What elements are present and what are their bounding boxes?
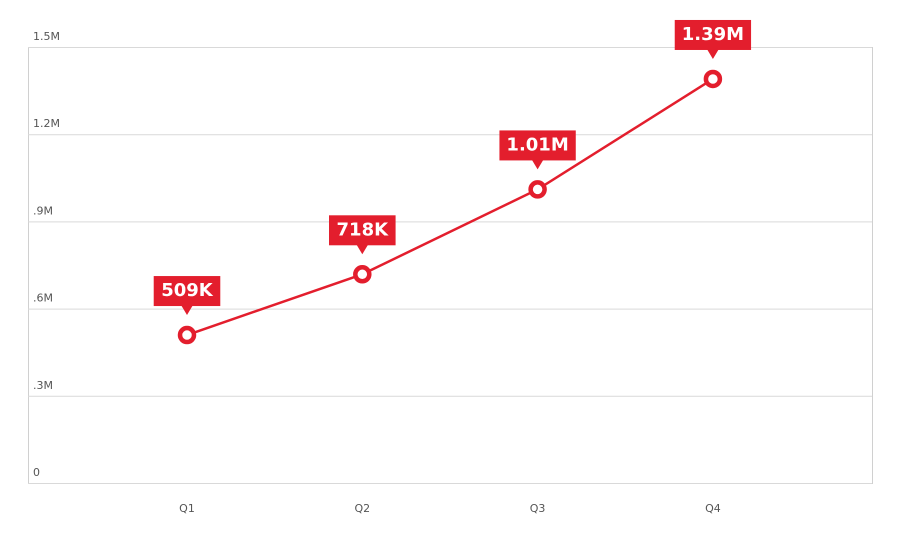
x-tick-label: Q2	[354, 502, 370, 515]
value-label-text: 1.01M	[506, 134, 568, 155]
y-tick-label: .6M	[33, 292, 53, 305]
x-tick-label: Q3	[530, 502, 546, 515]
y-tick-label: 1.5M	[33, 30, 60, 43]
value-label: 509K	[153, 276, 221, 316]
x-tick-label: Q4	[705, 502, 721, 515]
value-label-pointer	[706, 48, 719, 59]
y-tick-label: .3M	[33, 379, 53, 392]
plot-frame	[28, 47, 873, 484]
value-label-pointer	[531, 159, 544, 170]
marker	[528, 180, 547, 199]
value-label-box	[674, 19, 752, 50]
value-label-box	[153, 276, 221, 307]
line	[186, 77, 714, 337]
marker	[353, 265, 372, 284]
x-tick-label: Q1	[179, 502, 195, 515]
value-label-text: 1.39M	[682, 24, 744, 45]
value-label: 718K	[329, 215, 396, 255]
value-label-text: 509K	[161, 280, 214, 301]
value-label-pointer	[181, 305, 193, 316]
marker	[703, 69, 723, 89]
value-label-box	[329, 215, 396, 246]
value-label-pointer	[356, 244, 369, 255]
value-label-text: 718K	[337, 219, 390, 240]
value-label: 1.01M	[499, 130, 576, 170]
value-label-box	[499, 130, 576, 161]
y-tick-label: 0	[33, 466, 40, 479]
marker	[177, 325, 197, 345]
y-tick-label: 1.2M	[33, 117, 60, 130]
value-label: 1.39M	[674, 19, 752, 59]
y-tick-label: .9M	[33, 204, 53, 217]
